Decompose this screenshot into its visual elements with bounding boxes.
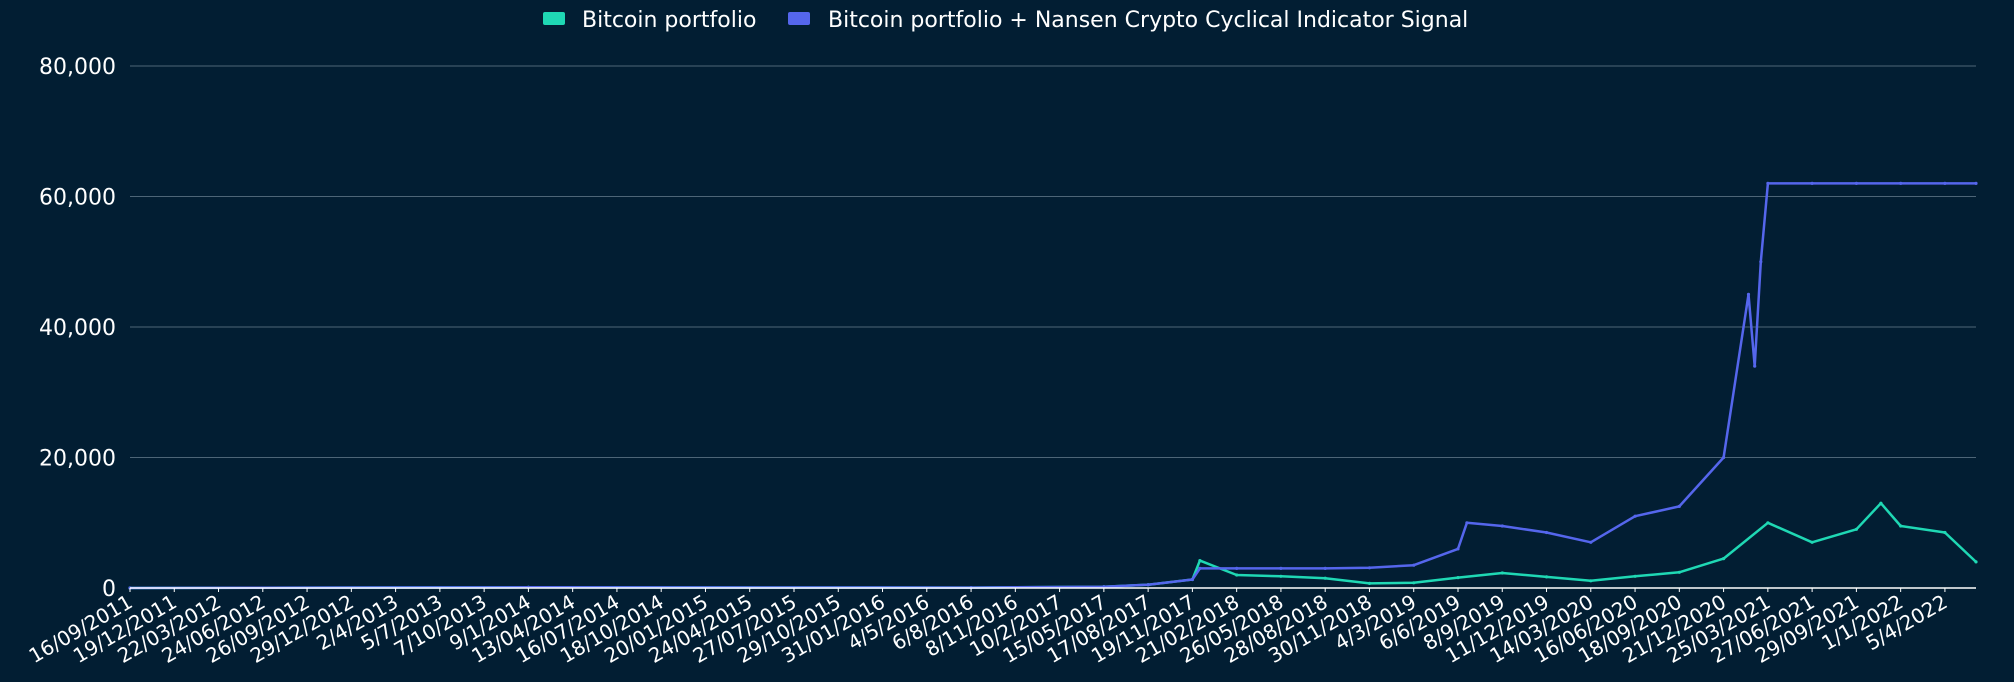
data-point: [1943, 181, 1947, 185]
data-point: [1854, 181, 1858, 185]
legend-swatch-nansen-signal: [788, 12, 810, 25]
data-point: [1633, 514, 1637, 518]
y-tick-label: 80,000: [39, 55, 116, 80]
data-point: [1677, 570, 1681, 574]
data-point: [1500, 524, 1504, 528]
data-point: [1544, 530, 1549, 535]
data-point: [1500, 571, 1504, 575]
data-point: [1974, 560, 1978, 564]
data-point: [1879, 501, 1883, 505]
data-point: [1198, 559, 1202, 563]
series-bitcoin-portfolio: [128, 501, 1978, 590]
data-point: [1367, 566, 1372, 570]
data-point: [1633, 574, 1637, 578]
series-nansen-signal: [128, 181, 1978, 590]
data-point: [1190, 577, 1194, 582]
data-point: [1323, 576, 1327, 580]
series-line: [129, 501, 1977, 590]
y-tick-label: 60,000: [39, 186, 116, 211]
data-point: [1854, 527, 1858, 531]
data-point: [1367, 581, 1372, 586]
data-point: [1677, 504, 1681, 508]
data-point: [1899, 524, 1903, 528]
data-point: [1974, 181, 1978, 185]
data-point: [1589, 579, 1593, 583]
data-point: [1899, 181, 1903, 185]
data-point: [1198, 566, 1202, 571]
gridlines: [130, 65, 1976, 458]
data-point: [1766, 521, 1770, 525]
data-point: [1544, 575, 1549, 579]
data-point: [1456, 576, 1460, 580]
data-point: [1810, 540, 1814, 544]
data-point: [1589, 540, 1593, 544]
data-point: [1456, 547, 1460, 551]
legend-label-bitcoin-portfolio: Bitcoin portfolio: [582, 8, 756, 33]
y-tick-label: 20,000: [39, 447, 116, 472]
data-point: [1465, 521, 1469, 525]
data-point: [1279, 566, 1283, 571]
data-point: [1753, 364, 1757, 368]
legend-swatch-bitcoin-portfolio: [543, 12, 565, 25]
data-point: [1323, 566, 1327, 571]
data-point: [1722, 557, 1726, 561]
data-point: [1746, 292, 1751, 296]
x-axis: 16/09/201119/12/201122/03/201224/06/2012…: [25, 588, 1951, 668]
legend: Bitcoin portfolio Bitcoin portfolio + Na…: [543, 8, 1468, 33]
legend-label-nansen-signal: Bitcoin portfolio + Nansen Crypto Cyclic…: [828, 8, 1468, 33]
data-point: [1810, 181, 1814, 185]
y-tick-label: 40,000: [39, 316, 116, 341]
series-line: [129, 182, 1976, 590]
y-axis: 0 20,000 40,000 60,000 80,000: [39, 55, 116, 602]
y-tick-label: 0: [102, 577, 116, 602]
data-point: [1235, 566, 1239, 571]
data-point: [1766, 181, 1770, 185]
data-point: [1759, 260, 1763, 264]
data-point: [1722, 455, 1726, 460]
data-point: [1943, 530, 1947, 535]
data-point: [1279, 574, 1283, 578]
data-point: [1235, 573, 1239, 577]
data-point: [1412, 581, 1416, 585]
data-point: [1146, 583, 1150, 587]
series-layer: [128, 181, 1978, 590]
data-point: [1412, 563, 1416, 567]
